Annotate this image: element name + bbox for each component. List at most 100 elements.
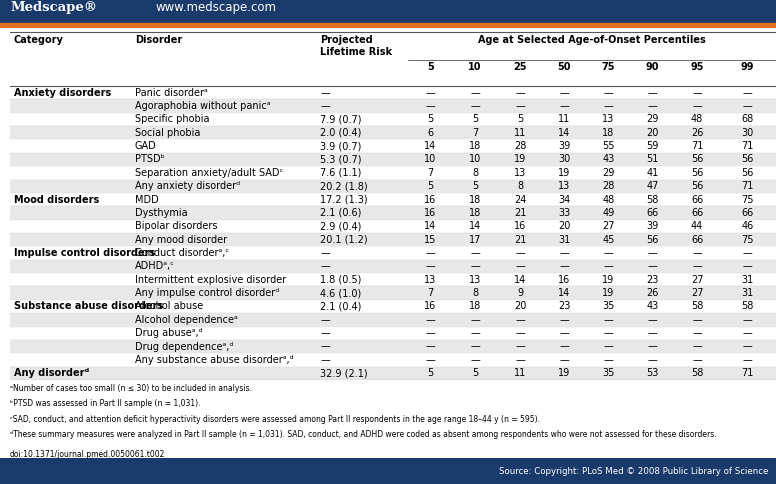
Text: 35: 35 <box>602 302 615 312</box>
Text: 58: 58 <box>691 302 703 312</box>
Text: 2.1 (0.6): 2.1 (0.6) <box>320 208 362 218</box>
Bar <box>10 99 776 113</box>
Text: —: — <box>426 315 435 325</box>
Text: —: — <box>604 101 613 111</box>
Text: 30: 30 <box>742 128 753 138</box>
Text: 32.9 (2.1): 32.9 (2.1) <box>320 368 368 378</box>
Text: 56: 56 <box>691 181 703 191</box>
Text: 43: 43 <box>646 302 659 312</box>
Text: 11: 11 <box>514 368 526 378</box>
Text: doi:10.1371/journal.pmed.0050061.t002: doi:10.1371/journal.pmed.0050061.t002 <box>10 451 165 459</box>
Text: 58: 58 <box>691 368 703 378</box>
Text: 25: 25 <box>514 62 527 72</box>
Text: 18: 18 <box>469 208 481 218</box>
Text: 29: 29 <box>602 168 615 178</box>
Text: 4.6 (1.0): 4.6 (1.0) <box>320 288 362 298</box>
Text: 9: 9 <box>517 288 523 298</box>
Text: —: — <box>692 101 702 111</box>
Text: —: — <box>559 88 569 98</box>
Text: —: — <box>470 248 480 258</box>
Text: 56: 56 <box>742 154 753 165</box>
Text: —: — <box>604 328 613 338</box>
Text: 1.8 (0.5): 1.8 (0.5) <box>320 275 362 285</box>
Text: Age at Selected Age-of-Onset Percentiles: Age at Selected Age-of-Onset Percentiles <box>478 35 706 45</box>
Text: 48: 48 <box>602 195 615 205</box>
Text: 99: 99 <box>741 62 754 72</box>
Text: —: — <box>470 355 480 365</box>
Text: —: — <box>515 342 525 351</box>
Text: 20.1 (1.2): 20.1 (1.2) <box>320 235 368 244</box>
Text: 5: 5 <box>428 62 434 72</box>
Text: GAD: GAD <box>135 141 157 151</box>
Text: 8: 8 <box>472 288 478 298</box>
Text: —: — <box>320 342 330 351</box>
Text: 2.0 (0.4): 2.0 (0.4) <box>320 128 362 138</box>
Text: —: — <box>559 248 569 258</box>
Text: 34: 34 <box>558 195 570 205</box>
Bar <box>10 193 776 206</box>
Text: 68: 68 <box>742 114 753 124</box>
Text: 55: 55 <box>602 141 615 151</box>
Text: —: — <box>320 315 330 325</box>
Text: 5: 5 <box>428 181 434 191</box>
Text: 19: 19 <box>602 275 615 285</box>
Text: Alcohol dependenceᵃ: Alcohol dependenceᵃ <box>135 315 237 325</box>
Text: Any mood disorder: Any mood disorder <box>135 235 227 244</box>
Text: —: — <box>743 261 753 272</box>
Text: 56: 56 <box>691 154 703 165</box>
Text: www.medscape.com: www.medscape.com <box>155 1 276 15</box>
Bar <box>10 273 776 287</box>
Bar <box>10 86 776 99</box>
Text: 5: 5 <box>472 181 478 191</box>
Text: 19: 19 <box>558 168 570 178</box>
Text: 90: 90 <box>646 62 660 72</box>
Text: —: — <box>648 88 657 98</box>
Text: Dysthymia: Dysthymia <box>135 208 188 218</box>
Text: MDD: MDD <box>135 195 158 205</box>
Text: 10: 10 <box>468 62 482 72</box>
Text: 5: 5 <box>472 114 478 124</box>
Text: —: — <box>692 355 702 365</box>
Text: 19: 19 <box>514 154 526 165</box>
Text: Category: Category <box>14 35 64 45</box>
Text: PTSDᵇ: PTSDᵇ <box>135 154 165 165</box>
Text: 19: 19 <box>558 368 570 378</box>
Text: —: — <box>320 88 330 98</box>
Text: —: — <box>559 101 569 111</box>
Text: 20: 20 <box>514 302 526 312</box>
Text: ADHDᵃ,ᶜ: ADHDᵃ,ᶜ <box>135 261 175 272</box>
Text: —: — <box>470 101 480 111</box>
Text: 71: 71 <box>742 181 753 191</box>
Text: 20: 20 <box>646 128 659 138</box>
Text: 16: 16 <box>558 275 570 285</box>
Text: —: — <box>515 355 525 365</box>
Text: 33: 33 <box>558 208 570 218</box>
Bar <box>10 327 776 340</box>
Text: —: — <box>320 261 330 272</box>
Text: 59: 59 <box>646 141 659 151</box>
Text: 13: 13 <box>514 168 526 178</box>
Text: 66: 66 <box>691 208 703 218</box>
Text: —: — <box>692 261 702 272</box>
Text: —: — <box>470 88 480 98</box>
Bar <box>10 340 776 353</box>
Text: —: — <box>648 342 657 351</box>
Text: 20: 20 <box>558 221 570 231</box>
Bar <box>10 139 776 153</box>
Text: 39: 39 <box>646 221 659 231</box>
Text: 66: 66 <box>691 235 703 244</box>
Text: 75: 75 <box>741 195 754 205</box>
Text: 47: 47 <box>646 181 659 191</box>
Text: 71: 71 <box>742 141 753 151</box>
Text: 27: 27 <box>691 288 703 298</box>
Text: 71: 71 <box>691 141 703 151</box>
Text: 7.6 (1.1): 7.6 (1.1) <box>320 168 362 178</box>
Text: —: — <box>692 315 702 325</box>
Text: —: — <box>743 355 753 365</box>
Text: —: — <box>559 261 569 272</box>
Text: Projected
Lifetime Risk: Projected Lifetime Risk <box>320 35 393 58</box>
Text: 51: 51 <box>646 154 659 165</box>
Text: 7.9 (0.7): 7.9 (0.7) <box>320 114 362 124</box>
Text: Anxiety disorders: Anxiety disorders <box>14 88 111 98</box>
Bar <box>10 166 776 180</box>
